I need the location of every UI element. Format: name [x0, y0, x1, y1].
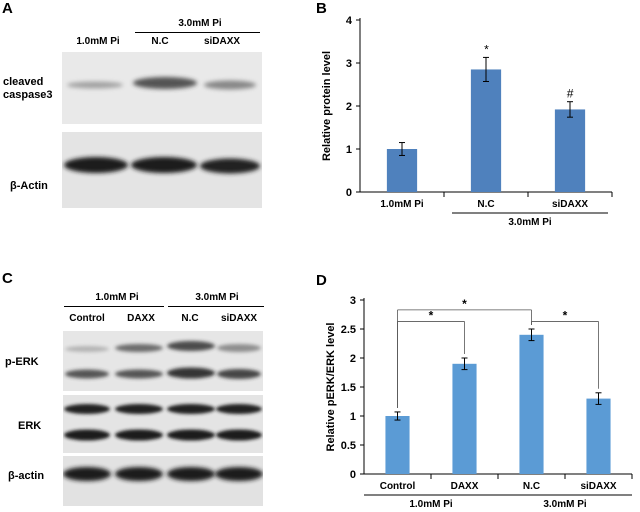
chart-d-xtick-label: siDAXX [580, 481, 616, 492]
panel-letter-a: A [2, 0, 13, 17]
blot-label-beta-actin-a: β-Actin [10, 180, 48, 192]
chart-d-bar [385, 416, 410, 474]
band-erk-upper-3 [167, 404, 215, 414]
lane-label-c-2: DAXX [127, 313, 155, 324]
band-c-actin-1 [63, 467, 111, 481]
chart-d-comparison-mark: * [563, 308, 568, 322]
band-a-actin-2 [131, 157, 197, 173]
chart-d-ytick-label: 0 [350, 469, 356, 481]
chart-d-ytick-label: 2 [350, 353, 356, 365]
chart-b: 0 1 2 3 4 Relative protein level 1.0mM Pi N.C * s… [321, 15, 613, 228]
band-a-actin-3 [200, 158, 260, 174]
chart-d-group-label: 3.0mM Pi [543, 499, 587, 510]
band-c-actin-2 [115, 467, 163, 481]
chart-d-ytick-label: 0.5 [341, 440, 356, 452]
blot-a-actin [62, 132, 262, 208]
blot-c-erk [63, 395, 263, 453]
band-erk-lower-4 [216, 429, 262, 441]
band-perk-lower-3 [167, 367, 215, 379]
band-perk-upper-2 [115, 344, 163, 352]
chart-b-ylabel: Relative protein level [321, 51, 333, 161]
chart-b-group-label: 3.0mM Pi [508, 217, 552, 228]
chart-d-xtick-label: Control [380, 481, 416, 492]
blot-a-caspase [62, 52, 262, 124]
chart-b-xtick-label: siDAXX [552, 199, 588, 210]
panel-letter-b: B [316, 0, 327, 17]
band-perk-lower-4 [217, 369, 261, 379]
band-erk-lower-1 [64, 429, 110, 441]
blot-label-cleaved-caspase3: cleaved caspase3 [3, 76, 53, 101]
chart-d-bar [586, 398, 611, 474]
band-erk-upper-2 [115, 404, 163, 414]
lane-label-c-4: siDAXX [220, 313, 258, 324]
chart-b-significance-mark: * [484, 42, 489, 56]
band-erk-upper-1 [64, 404, 110, 414]
band-a-actin-1 [64, 157, 128, 173]
band-erk-lower-2 [115, 429, 163, 441]
chart-b-ytick-label: 2 [346, 101, 352, 113]
chart-b-bar [386, 149, 418, 192]
band-perk-lower-1 [65, 369, 109, 379]
lane-label-a-3: siDAXX [203, 36, 241, 47]
blot-label-beta-actin-c: β-actin [8, 470, 45, 482]
band-c-actin-4 [215, 467, 263, 481]
band-erk-lower-3 [167, 429, 215, 441]
chart-b-ytick-label: 3 [346, 58, 352, 70]
chart-b-significance-mark: # [567, 87, 574, 101]
chart-d-ytick-label: 2.5 [341, 324, 356, 336]
chart-d: 0 0.5 1 1.5 2 2.5 3 Relative pERK/ERK level Cont… [325, 295, 633, 510]
group-label-c-1mm: 1.0mM Pi [95, 292, 139, 303]
chart-d-ytick-label: 3 [350, 295, 356, 307]
blot-c-actin [63, 456, 263, 506]
chart-b-xtick-label: 1.0mM Pi [380, 199, 424, 210]
band-a-caspase-1 [67, 81, 123, 89]
chart-d-ytick-label: 1 [350, 411, 356, 423]
chart-d-xtick-label: N.C [523, 481, 540, 492]
panel-letter-c: C [2, 270, 13, 287]
group-line-c-1 [64, 306, 164, 307]
chart-b-ytick-label: 0 [346, 187, 352, 199]
blot-c-perk [63, 331, 263, 391]
chart-b-ytick-label: 1 [346, 144, 352, 156]
blot-label-erk: ERK [18, 420, 42, 432]
lane-label-a-2: N.C [151, 36, 169, 47]
band-erk-upper-4 [216, 404, 262, 414]
chart-d-comparison-mark: * [429, 308, 434, 322]
chart-b-ytick-label: 4 [346, 15, 353, 27]
group-line-c-2 [168, 306, 264, 307]
panel-letter-d: D [316, 272, 327, 289]
band-a-caspase-3 [204, 80, 256, 90]
chart-b-bar [554, 109, 586, 192]
band-perk-upper-1 [65, 346, 109, 352]
group-label-a-3mm: 3.0mM Pi [178, 18, 222, 29]
chart-d-xtick-label: DAXX [451, 481, 479, 492]
band-a-caspase-2 [133, 77, 197, 89]
chart-d-ytick-label: 1.5 [341, 382, 356, 394]
chart-d-comparison-mark: * [462, 297, 467, 311]
lane-label-c-3: N.C [181, 313, 199, 324]
chart-b-bar [470, 69, 502, 192]
band-perk-upper-4 [217, 344, 261, 352]
chart-d-ylabel: Relative pERK/ERK level [325, 323, 337, 452]
band-c-actin-3 [167, 467, 215, 481]
chart-d-bar [452, 363, 477, 474]
chart-d-bar [519, 334, 544, 474]
lane-label-c-1: Control [69, 313, 105, 324]
chart-b-xtick-label: N.C [477, 199, 494, 210]
band-perk-lower-2 [115, 369, 163, 379]
group-line-a [135, 32, 260, 33]
chart-d-group-label: 1.0mM Pi [409, 499, 453, 510]
group-label-c-3mm: 3.0mM Pi [195, 292, 239, 303]
lane-label-a-1: 1.0mM Pi [76, 36, 120, 47]
blot-label-p-erk: p-ERK [5, 356, 39, 368]
band-perk-upper-3 [167, 341, 215, 351]
